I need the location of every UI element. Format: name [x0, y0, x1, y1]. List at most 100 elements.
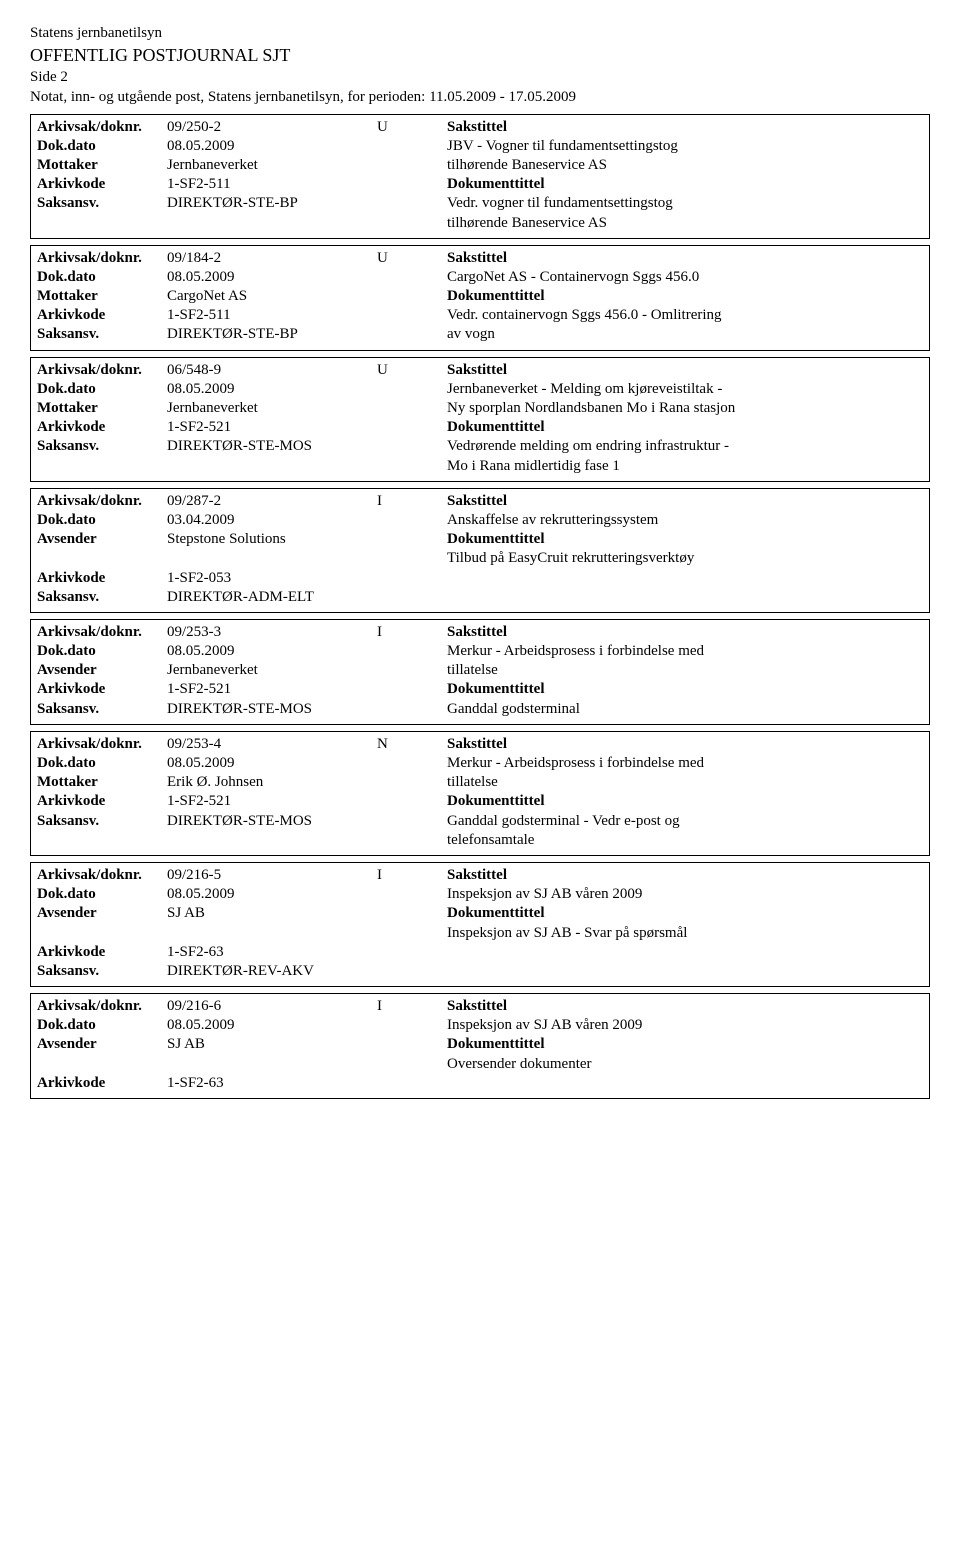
sakstittel-text: Inspeksjon av SJ AB våren 2009 — [447, 1017, 642, 1033]
journal-record: Arkivsak/doknr.09/287-2ISakstittelDok.da… — [30, 488, 930, 613]
label-saksansv: Saksansv. — [37, 325, 167, 344]
label-sakstittel: Sakstittel — [447, 119, 507, 135]
doktittel-text: Oversender dokumenter — [447, 1056, 592, 1072]
page-number: Side 2 — [30, 68, 930, 87]
label-dokumenttittel: Dokumenttittel — [447, 905, 545, 921]
label-dokdato: Dok.dato — [37, 137, 167, 156]
value-arkivkode: 1-SF2-63 — [167, 943, 377, 962]
label-dokumenttittel: Dokumenttittel — [447, 288, 545, 304]
sakstittel-text: CargoNet AS - Containervogn Sggs 456.0 — [447, 269, 699, 285]
label-party: Mottaker — [37, 156, 167, 175]
label-arkivkode: Arkivkode — [37, 792, 167, 811]
doknr-value: 09/216-5 — [167, 866, 377, 885]
doc-type: N — [377, 735, 447, 754]
sakstittel-text: tillatelse — [447, 774, 498, 790]
value-arkivkode: 1-SF2-053 — [167, 569, 377, 588]
label-dokumenttittel: Dokumenttittel — [447, 419, 545, 435]
sakstittel-text: tilhørende Baneservice AS — [447, 157, 607, 173]
value-party: Jernbaneverket — [167, 399, 377, 418]
label-party: Avsender — [37, 661, 167, 680]
value-arkivkode: 1-SF2-511 — [167, 306, 377, 325]
label-arkivkode: Arkivkode — [37, 943, 167, 962]
label-arkivkode: Arkivkode — [37, 418, 167, 437]
label-dokdato: Dok.dato — [37, 642, 167, 661]
doktittel-text: telefonsamtale — [447, 832, 534, 848]
sakstittel-text: JBV - Vogner til fundamentsettingstog — [447, 138, 678, 154]
doktittel-text: Vedr. containervogn Sggs 456.0 - Omlitre… — [447, 307, 722, 323]
value-party: Jernbaneverket — [167, 661, 377, 680]
sakstittel-text: Anskaffelse av rekrutteringssystem — [447, 512, 658, 528]
doc-type: I — [377, 866, 447, 885]
value-party: Erik Ø. Johnsen — [167, 773, 377, 792]
label-party: Mottaker — [37, 399, 167, 418]
label-arkivsak: Arkivsak/doknr. — [37, 623, 167, 642]
label-dokdato: Dok.dato — [37, 380, 167, 399]
label-saksansv: Saksansv. — [37, 812, 167, 831]
label-party: Avsender — [37, 904, 167, 923]
doc-type: U — [377, 361, 447, 380]
doknr-value: 09/250-2 — [167, 118, 377, 137]
doktittel-text: Tilbud på EasyCruit rekrutteringsverktøy — [447, 550, 694, 566]
label-arkivsak: Arkivsak/doknr. — [37, 492, 167, 511]
value-saksansv: DIREKTØR-STE-MOS — [167, 812, 377, 831]
label-saksansv: Saksansv. — [37, 437, 167, 456]
value-arkivkode: 1-SF2-521 — [167, 680, 377, 699]
value-saksansv: DIREKTØR-REV-AKV — [167, 962, 377, 981]
label-saksansv: Saksansv. — [37, 194, 167, 213]
org-name: Statens jernbanetilsyn — [30, 24, 930, 43]
label-sakstittel: Sakstittel — [447, 998, 507, 1014]
label-saksansv: Saksansv. — [37, 588, 167, 607]
journal-record: Arkivsak/doknr.09/216-6ISakstittelDok.da… — [30, 993, 930, 1099]
doknr-value: 09/253-4 — [167, 735, 377, 754]
doktittel-text: Inspeksjon av SJ AB - Svar på spørsmål — [447, 925, 687, 941]
label-dokdato: Dok.dato — [37, 511, 167, 530]
journal-record: Arkivsak/doknr.09/253-3ISakstittelDok.da… — [30, 619, 930, 725]
label-party: Mottaker — [37, 287, 167, 306]
journal-record: Arkivsak/doknr.09/216-5ISakstittelDok.da… — [30, 862, 930, 987]
journal-record: Arkivsak/doknr.09/250-2USakstittel Dok.da… — [30, 114, 930, 239]
label-party: Avsender — [37, 530, 167, 549]
value-saksansv: DIREKTØR-STE-BP — [167, 325, 377, 344]
label-dokumenttittel: Dokumenttittel — [447, 531, 545, 547]
sakstittel-text: Merkur - Arbeidsprosess i forbindelse me… — [447, 643, 704, 659]
records-container: Arkivsak/doknr.09/250-2USakstittelDok.da… — [30, 114, 930, 1099]
value-dokdato: 08.05.2009 — [167, 1016, 377, 1035]
value-dokdato: 08.05.2009 — [167, 885, 377, 904]
doknr-value: 09/216-6 — [167, 997, 377, 1016]
label-arkivsak: Arkivsak/doknr. — [37, 249, 167, 268]
label-arkivkode: Arkivkode — [37, 680, 167, 699]
page-header: Statens jernbanetilsyn OFFENTLIG POSTJOU… — [30, 24, 930, 108]
value-arkivkode: 1-SF2-521 — [167, 418, 377, 437]
label-dokumenttittel: Dokumenttittel — [447, 176, 545, 192]
doc-type: U — [377, 118, 447, 137]
value-dokdato: 08.05.2009 — [167, 642, 377, 661]
label-arkivkode: Arkivkode — [37, 306, 167, 325]
doknr-value: 09/184-2 — [167, 249, 377, 268]
label-arkivsak: Arkivsak/doknr. — [37, 118, 167, 137]
label-dokdato: Dok.dato — [37, 754, 167, 773]
value-arkivkode: 1-SF2-521 — [167, 792, 377, 811]
value-party: SJ AB — [167, 904, 377, 923]
label-party: Avsender — [37, 1035, 167, 1054]
label-party: Mottaker — [37, 773, 167, 792]
doktittel-text: Vedr. vogner til fundamentsettingstog — [447, 195, 673, 211]
label-arkivsak: Arkivsak/doknr. — [37, 361, 167, 380]
label-sakstittel: Sakstittel — [447, 624, 507, 640]
sakstittel-text: Merkur - Arbeidsprosess i forbindelse me… — [447, 755, 704, 771]
value-dokdato: 03.04.2009 — [167, 511, 377, 530]
label-dokumenttittel: Dokumenttittel — [447, 1036, 545, 1052]
sakstittel-text: tillatelse — [447, 662, 498, 678]
value-arkivkode: 1-SF2-63 — [167, 1074, 377, 1093]
label-saksansv: Saksansv. — [37, 962, 167, 981]
value-party: Jernbaneverket — [167, 156, 377, 175]
label-dokdato: Dok.dato — [37, 885, 167, 904]
doknr-value: 06/548-9 — [167, 361, 377, 380]
value-saksansv: DIREKTØR-STE-BP — [167, 194, 377, 213]
label-saksansv: Saksansv. — [37, 700, 167, 719]
label-dokumenttittel: Dokumenttittel — [447, 681, 545, 697]
value-dokdato: 08.05.2009 — [167, 137, 377, 156]
doktittel-text: tilhørende Baneservice AS — [447, 215, 607, 231]
value-saksansv: DIREKTØR-ADM-ELT — [167, 588, 377, 607]
label-arkivsak: Arkivsak/doknr. — [37, 735, 167, 754]
label-arkivsak: Arkivsak/doknr. — [37, 866, 167, 885]
